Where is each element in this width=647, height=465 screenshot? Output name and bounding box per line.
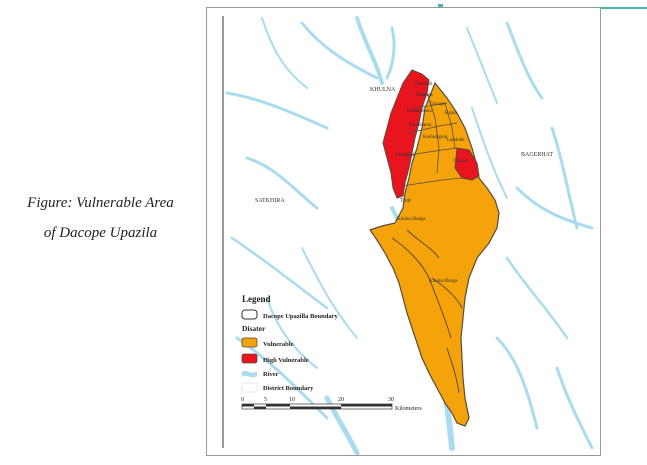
map-frame: KHULNA BAGERHAT SATKHIRA Pankhali Tildan…: [206, 7, 601, 456]
label-union-11: Khulna Range: [397, 217, 427, 222]
scale-bar: 0 5 10 20 30 Kilometers: [241, 397, 422, 412]
legend-vulnerable: Vulnerable: [263, 341, 294, 348]
legend-swatch-district: [241, 382, 258, 393]
scale-unit: Kilometers: [395, 406, 422, 412]
scale-tick-0: 0: [241, 397, 244, 403]
legend-swatch-boundary: [241, 309, 258, 320]
caption-line-1: Figure: Vulnerable Area: [27, 195, 174, 211]
union-boundaries: [401, 92, 463, 187]
scale-tick-10: 10: [289, 397, 295, 403]
scale-tick-20: 20: [338, 397, 344, 403]
map-canvas: KHULNA BAGERHAT SATKHIRA Pankhali Tildan…: [222, 16, 594, 455]
label-union-1: Pankhali: [415, 82, 433, 87]
caption-line-2: of Dacope Upazila: [43, 225, 158, 241]
label-khulna: KHULNA: [370, 87, 396, 93]
legend-title: Legend: [242, 294, 271, 304]
label-satkhira: SATKHIRA: [255, 198, 285, 204]
high-vulnerable-area-east: [454, 147, 480, 181]
label-union-5: Dacope: [430, 102, 446, 107]
label-union-9: Sutarkhali: [395, 153, 416, 158]
label-union-2: Tildanga: [415, 93, 433, 98]
label-union-10: Chalna: [453, 159, 468, 164]
legend-swatch-vulnerable: [241, 337, 258, 348]
label-union-3: Bajua: [445, 111, 457, 116]
label-union-6: Banishanta: [409, 123, 432, 128]
internal-channels: [391, 229, 463, 394]
legend-district: District Boundary: [263, 385, 314, 392]
label-union-8: Koilashgonj: [423, 135, 447, 140]
legend-boundary: Dacope Upazilla Boundary: [263, 313, 339, 320]
label-union-4: Kamarkhola: [407, 109, 432, 114]
decorative-mark: [438, 4, 443, 7]
legend-river: River: [263, 371, 279, 378]
map-legend: Legend Dacope Upazilla Boundary Disater …: [241, 294, 339, 393]
label-settlement: Tout: [400, 198, 411, 204]
label-union-7: Laudobe: [447, 138, 465, 143]
label-union-12: Khulna Range: [429, 279, 459, 284]
decorative-line: [601, 7, 647, 9]
legend-swatch-high-vulnerable: [241, 353, 258, 364]
figure-caption: Figure: Vulnerable Area of Dacope Upazil…: [8, 188, 193, 248]
place-labels: KHULNA BAGERHAT SATKHIRA Pankhali Tildan…: [255, 82, 553, 284]
label-bagerhat: BAGERHAT: [521, 152, 553, 158]
scale-tick-30: 30: [388, 397, 394, 403]
scale-tick-5: 5: [264, 397, 267, 403]
legend-group: Disater: [242, 324, 266, 333]
legend-high-vulnerable: High Vulnerable: [263, 357, 309, 364]
high-vulnerable-area-west: [382, 69, 430, 199]
legend-swatch-river: [242, 370, 257, 378]
